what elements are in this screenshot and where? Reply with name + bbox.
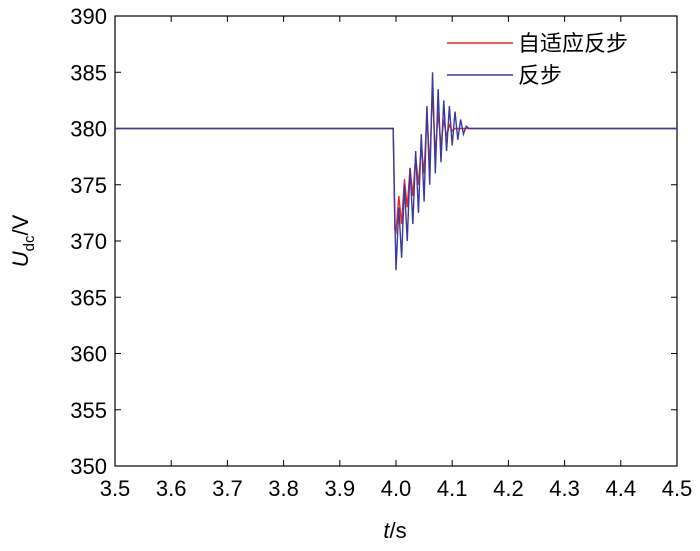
- x-tick-label: 4.3: [549, 476, 580, 501]
- y-label-sub: dc: [21, 235, 38, 251]
- y-tick-label: 385: [70, 60, 107, 85]
- x-tick-label: 4.2: [493, 476, 524, 501]
- x-axis-label: t/s: [383, 518, 406, 543]
- y-tick-label: 350: [70, 454, 107, 479]
- x-tick-label: 3.7: [212, 476, 243, 501]
- y-tick-label: 390: [70, 4, 107, 29]
- x-tick-label: 3.9: [325, 476, 356, 501]
- x-label-unit: /s: [390, 518, 407, 543]
- x-label-var: t: [383, 518, 390, 543]
- x-tick-label: 3.5: [100, 476, 131, 501]
- y-label-var: U: [8, 251, 33, 267]
- x-tick-label: 4.4: [606, 476, 637, 501]
- series-line: [115, 72, 677, 271]
- y-label-unit: /V: [8, 214, 33, 235]
- x-tick-label: 4.0: [381, 476, 412, 501]
- y-tick-label: 365: [70, 285, 107, 310]
- series-line: [115, 89, 677, 235]
- y-tick-label: 370: [70, 229, 107, 254]
- legend-label: 反步: [518, 63, 562, 88]
- y-tick-label: 380: [70, 117, 107, 142]
- x-tick-label: 3.6: [156, 476, 187, 501]
- legend-label: 自适应反步: [518, 31, 628, 56]
- y-axis-label: Udc/V: [8, 214, 38, 267]
- y-tick-label: 375: [70, 173, 107, 198]
- x-tick-label: 4.1: [437, 476, 468, 501]
- x-tick-label: 3.8: [268, 476, 299, 501]
- x-tick-label: 4.5: [662, 476, 693, 501]
- y-tick-label: 355: [70, 398, 107, 423]
- y-tick-label: 360: [70, 342, 107, 367]
